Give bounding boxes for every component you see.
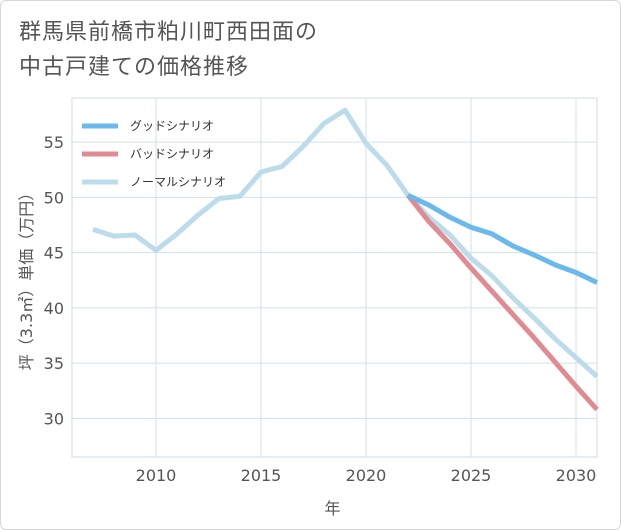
y-tick-label: 35 [44, 354, 64, 373]
y-tick-label: 40 [44, 299, 64, 318]
x-tick-label: 2020 [346, 466, 387, 485]
x-tick-label: 2025 [451, 466, 492, 485]
y-tick-label: 45 [44, 244, 64, 263]
legend-label-2: バッドシナリオ [130, 147, 214, 161]
x-tick-label: 2030 [556, 466, 597, 485]
legend-label-3: ノーマルシナリオ [130, 175, 226, 189]
series-line-2 [406, 193, 599, 412]
series-line-1 [406, 192, 599, 285]
chart-title-line-1: 群馬県前橋市粕川町西田面の [19, 20, 319, 45]
chart-title: 群馬県前橋市粕川町西田面の 中古戸建ての価格推移 [19, 15, 439, 85]
y-axis-label: 坪（3.3㎡）単価（万円） [17, 185, 36, 370]
series-line-3 [92, 107, 599, 379]
chart-title-line-2: 中古戸建ての価格推移 [19, 55, 250, 80]
legend-label-1: グッドシナリオ [130, 119, 214, 133]
x-tick-label: 2010 [136, 466, 177, 485]
x-axis-label: 年 [324, 499, 340, 518]
y-tick-label: 55 [44, 133, 64, 152]
plot-area [71, 97, 598, 458]
y-tick-label: 30 [44, 409, 64, 428]
x-tick-label: 2015 [241, 466, 282, 485]
y-tick-label: 50 [44, 188, 64, 207]
